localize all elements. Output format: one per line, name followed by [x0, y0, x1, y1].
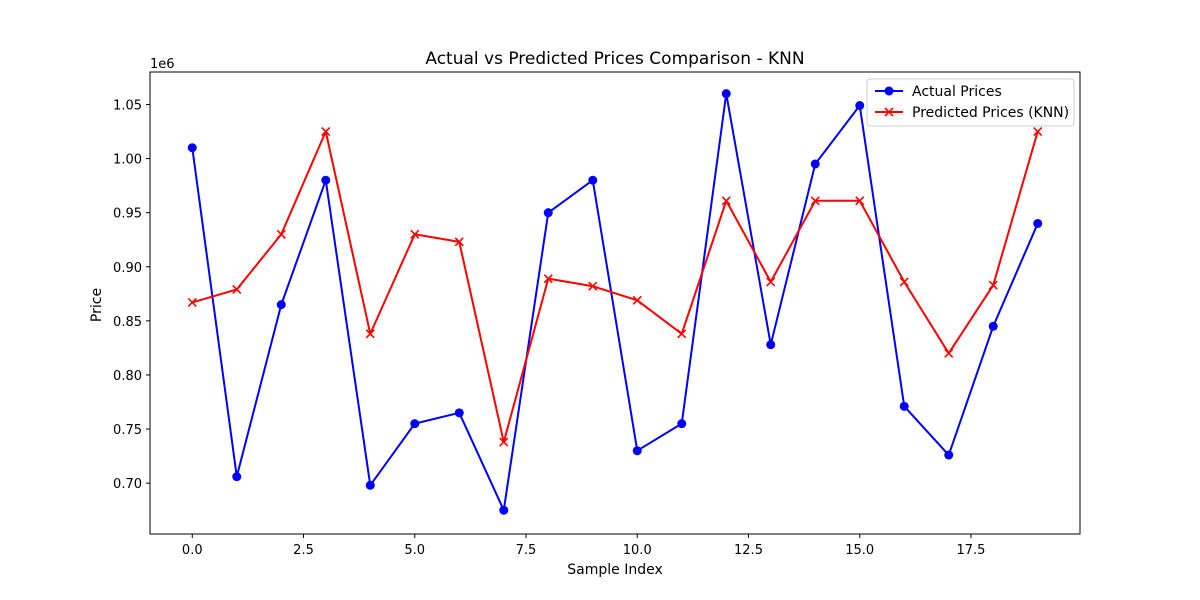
data-point — [677, 329, 687, 339]
series-line — [191, 92, 1039, 512]
data-point — [454, 408, 464, 418]
y-tick-label: 0.75 — [113, 423, 142, 438]
plot-area — [149, 71, 1081, 535]
data-point — [588, 175, 598, 185]
data-point — [543, 208, 553, 218]
data-point — [944, 450, 954, 460]
legend-item: Predicted Prices (KNN) — [875, 105, 1069, 121]
data-point — [988, 280, 998, 290]
data-point — [499, 505, 509, 515]
data-point — [543, 274, 553, 284]
x-tick-label: 5.0 — [404, 543, 425, 558]
data-point — [365, 480, 375, 490]
legend-box — [866, 78, 1075, 127]
series-line — [191, 130, 1039, 444]
y-tick-label: 0.80 — [113, 369, 142, 384]
data-point — [365, 329, 375, 339]
y-axis: 0.70 0.75 0.80 0.85 0.90 0.95 1.00 1.05 — [113, 98, 150, 492]
data-point — [232, 472, 242, 482]
legend-marker — [884, 86, 894, 96]
series-2 — [187, 126, 1043, 447]
x-axis-title: Sample Index — [567, 562, 662, 578]
x-tick-label: 15.0 — [845, 543, 874, 558]
data-point — [988, 321, 998, 331]
legend-item: Actual Prices — [875, 84, 1002, 100]
data-point — [276, 300, 286, 310]
data-point — [276, 229, 286, 239]
legend-label: Actual Prices — [912, 84, 1002, 100]
y-tick-label: 0.95 — [113, 207, 142, 222]
data-point — [410, 229, 420, 239]
data-point — [810, 159, 820, 169]
legend: Actual Prices Predicted Prices (KNN) — [866, 78, 1075, 127]
data-point — [810, 196, 820, 206]
data-point — [632, 295, 642, 305]
y-tick-label: 1.05 — [113, 98, 142, 113]
data-point — [1033, 218, 1043, 228]
x-tick-label: 12.5 — [734, 543, 763, 558]
legend-marker — [884, 107, 894, 117]
data-point — [1033, 126, 1043, 137]
x-tick-label: 0.0 — [182, 543, 203, 558]
data-point — [187, 143, 197, 153]
x-tick-label: 17.5 — [957, 543, 986, 558]
data-point — [499, 437, 509, 447]
data-point — [677, 419, 687, 429]
x-tick-label: 7.5 — [516, 543, 537, 558]
data-point — [321, 126, 331, 137]
y-tick-label: 0.90 — [113, 261, 142, 276]
y-tick-label: 0.85 — [113, 315, 142, 330]
data-point — [899, 277, 909, 287]
data-point — [899, 401, 909, 411]
data-point — [454, 237, 464, 247]
data-point — [721, 89, 731, 99]
series-layer — [187, 89, 1043, 515]
x-tick-label: 2.5 — [293, 543, 314, 558]
data-point — [721, 196, 731, 206]
data-point — [944, 348, 954, 358]
series-1 — [187, 89, 1043, 515]
y-axis-title: Price — [89, 288, 105, 322]
data-point — [855, 101, 865, 111]
x-tick-label: 10.0 — [623, 543, 652, 558]
data-point — [588, 281, 598, 291]
y-tick-label: 0.70 — [113, 477, 142, 492]
data-point — [187, 297, 197, 308]
x-axis: 0.0 2.5 5.0 7.5 10.0 12.5 15.0 17.5 — [182, 534, 986, 558]
chart-title: Actual vs Predicted Prices Comparison - … — [425, 49, 804, 69]
legend-label: Predicted Prices (KNN) — [912, 105, 1069, 121]
data-point — [855, 196, 865, 206]
data-point — [410, 419, 420, 429]
data-point — [232, 284, 242, 295]
plot-frame — [149, 71, 1081, 535]
y-tick-label: 1.00 — [113, 153, 142, 168]
y-offset-label: 1e6 — [150, 57, 175, 72]
data-point — [766, 340, 776, 350]
data-point — [321, 175, 331, 185]
data-point — [632, 446, 642, 456]
data-point — [766, 277, 776, 287]
